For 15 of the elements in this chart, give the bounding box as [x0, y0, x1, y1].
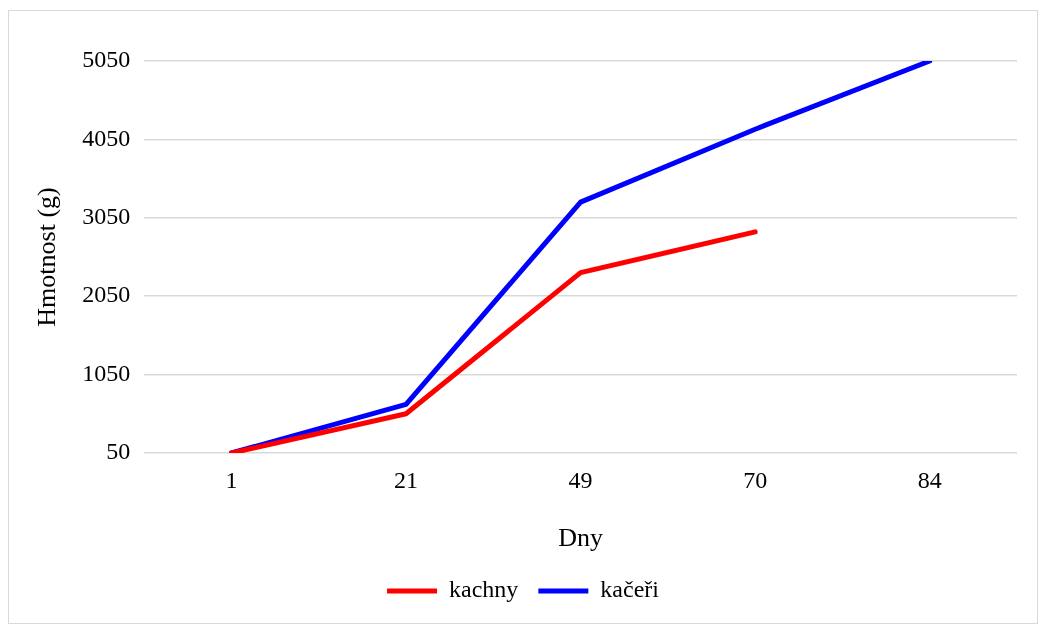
legend-label: kačeři — [600, 576, 660, 603]
x-axis-title: Dny — [558, 523, 603, 553]
y-axis-title: Hmotnost (g) — [32, 187, 62, 327]
y-tick-label: 5050 — [82, 46, 131, 73]
x-tick-label: 1 — [225, 466, 238, 493]
x-tick-label: 49 — [568, 466, 593, 493]
y-tick-label: 3050 — [82, 203, 131, 230]
y-tick-label: 2050 — [82, 281, 131, 308]
x-tick-label: 84 — [917, 466, 942, 493]
y-tick-label: 50 — [106, 438, 131, 465]
legend-label: kachny — [449, 576, 519, 603]
y-tick-label: 1050 — [82, 359, 131, 386]
x-tick-label: 21 — [394, 466, 419, 493]
x-tick-label: 70 — [743, 466, 768, 493]
y-tick-label: 4050 — [82, 124, 131, 151]
